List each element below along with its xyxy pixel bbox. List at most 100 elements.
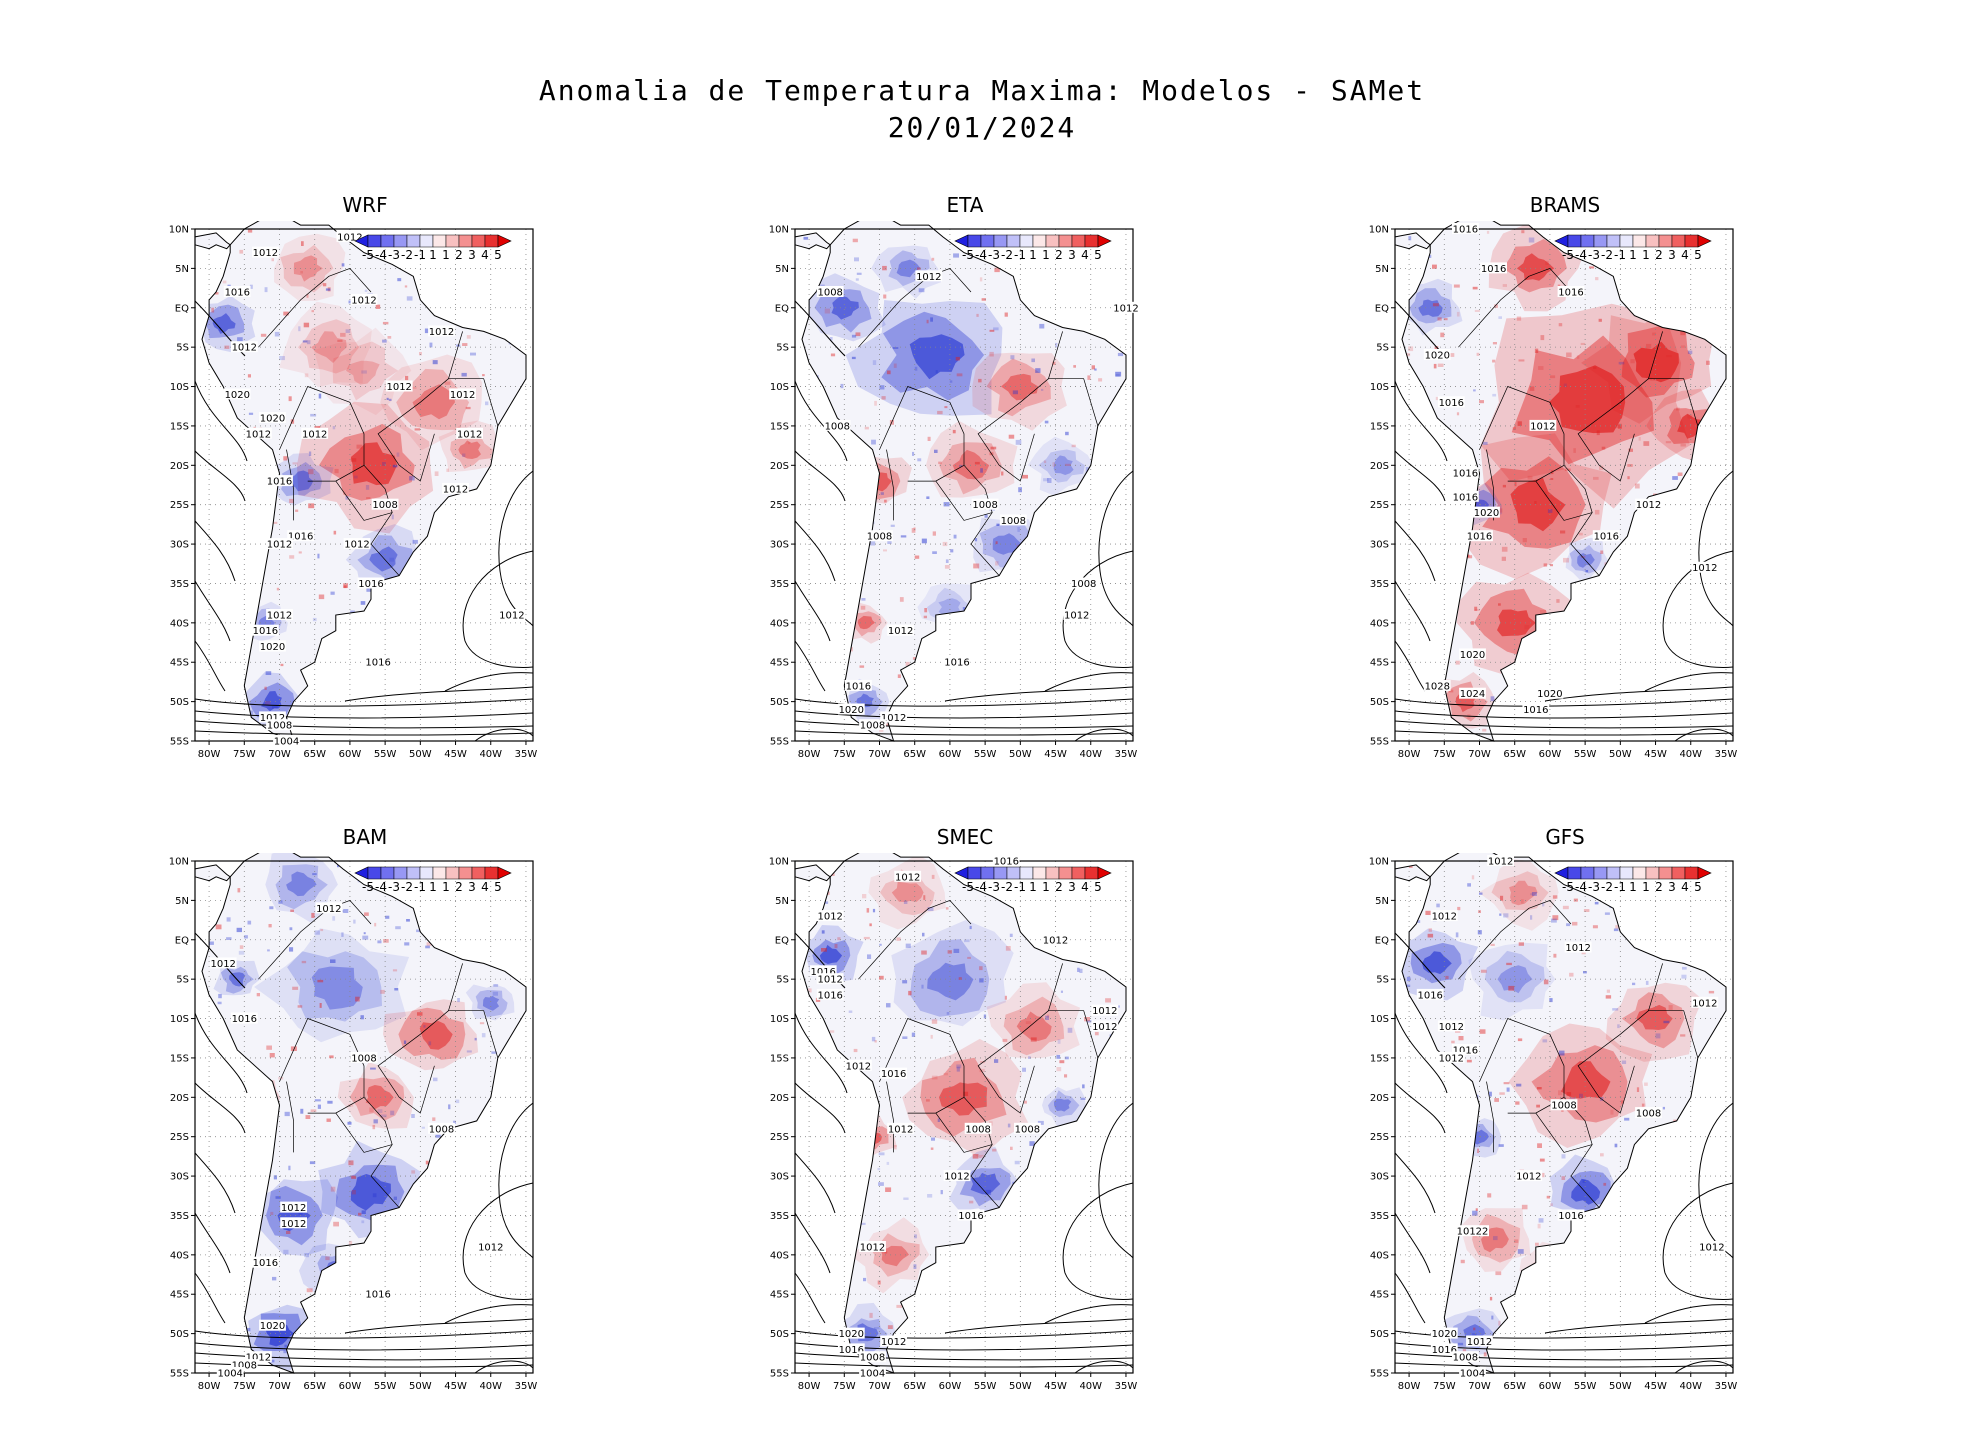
anomaly-pixel <box>279 356 285 361</box>
anomaly-pixel <box>886 1161 890 1165</box>
isobar-label-bg <box>887 1122 914 1134</box>
anomaly-pixel <box>992 1148 997 1152</box>
isobar-label: 1028 <box>1425 681 1450 692</box>
isobar-label: 1020 <box>260 1321 285 1332</box>
isobar-label-bg <box>837 1327 865 1339</box>
anomaly-pixel <box>333 1221 339 1227</box>
colorbar-label: -4 <box>375 248 387 262</box>
warm-anomaly-mid <box>850 611 882 637</box>
isobar-label-bg <box>245 1351 272 1363</box>
anomaly-pixel <box>872 908 876 913</box>
colorbar-segment <box>980 234 995 248</box>
anomaly-pixel <box>322 283 327 287</box>
anomaly-pixel <box>238 950 245 955</box>
isobar-line <box>1394 1212 1431 1274</box>
anomaly-pixel <box>821 948 827 952</box>
anomaly-pixel <box>1517 421 1522 426</box>
warm-anomaly-core <box>1633 341 1679 383</box>
colorbar-label: -4 <box>975 880 987 894</box>
isobar-line <box>794 1362 1134 1368</box>
anomaly-pixel <box>237 337 243 342</box>
anomaly-pixel <box>850 647 853 652</box>
anomaly-pixel <box>905 661 910 666</box>
isobar-label: 1012 <box>267 540 292 551</box>
isobar-line <box>1394 730 1734 736</box>
isobar-line <box>1394 1362 1734 1368</box>
political-border <box>1535 480 1593 521</box>
anomaly-pixel <box>1437 317 1442 321</box>
isobar-label-bg <box>1452 1351 1479 1363</box>
lat-tick-label: 25S <box>170 1132 189 1143</box>
anomaly-pixel <box>389 557 395 562</box>
colorbar-label: 3 <box>468 248 476 262</box>
anomaly-pixel <box>1621 1060 1627 1064</box>
anomaly-pixel <box>273 1175 277 1180</box>
isobar-label: 1008 <box>429 1124 454 1135</box>
isobar-label: 1012 <box>386 382 411 393</box>
anomaly-pixel <box>1479 400 1484 404</box>
isobar-line <box>794 720 1134 729</box>
political-border <box>1458 899 1572 980</box>
anomaly-pixel <box>1575 405 1580 408</box>
colorbar: -5 -4 -3 -2 -1 1 1 2 3 4 5 <box>1554 866 1712 894</box>
anomaly-pixel <box>1595 277 1599 281</box>
isobar-line <box>794 730 1134 736</box>
anomaly-pixel <box>926 319 929 324</box>
colorbar-label: 1 <box>442 248 450 262</box>
coastline <box>1401 221 1727 742</box>
anomaly-pixel <box>1600 1153 1604 1157</box>
isobar-label: 1012 <box>1692 998 1717 1009</box>
anomaly-pixel <box>1613 928 1619 932</box>
colorbar-segment <box>1684 866 1699 880</box>
anomaly-pixel <box>330 959 336 963</box>
lon-tick-label: 65W <box>303 749 326 760</box>
isobar-line <box>794 1152 836 1214</box>
isobar-line <box>794 1212 831 1274</box>
colorbar-segment <box>967 866 982 880</box>
anomaly-pixel <box>1528 237 1535 243</box>
colorbar-label: 5 <box>1094 880 1102 894</box>
isobars <box>194 300 534 742</box>
isobar-label-bg <box>1416 988 1444 1000</box>
isobar-label: 1008 <box>1015 1124 1040 1135</box>
isobar-line <box>1074 728 1134 742</box>
colorbar-label: -5 <box>362 880 374 894</box>
isobar-label: 1008 <box>972 500 997 511</box>
lat-tick-label: 25S <box>1370 500 1389 511</box>
anomaly-pixel <box>462 343 468 346</box>
lat-tick-label: 35S <box>770 1211 789 1222</box>
cold-anomaly-core <box>261 691 282 712</box>
anomaly-pixel <box>979 966 983 971</box>
isobar-line <box>194 1352 534 1361</box>
isobar-line <box>1662 1182 1734 1300</box>
anomaly-pixel <box>1603 1182 1607 1186</box>
map-panel-wrf: WRF 10N 5N EQ 5S 10S 15S 20S 25S 30S 35S 40S 45S 50S… <box>155 193 575 760</box>
anomaly-pixel <box>416 929 422 933</box>
isobar-label-bg <box>1557 1209 1585 1221</box>
anomaly-pixel <box>1645 980 1649 985</box>
anomaly-pixel <box>363 932 366 935</box>
anomaly-pixel <box>1445 975 1449 980</box>
anomaly-pixel <box>979 1068 985 1073</box>
isobar-label-bg <box>287 530 314 542</box>
colorbar-segment <box>406 866 421 880</box>
anomaly-pixel <box>462 453 466 457</box>
anomaly-pixel <box>1065 431 1069 436</box>
anomaly-pixel <box>317 1104 321 1109</box>
isobar-label-bg <box>259 1319 286 1331</box>
isobar-label: 10122 <box>1457 1227 1489 1238</box>
lat-tick-label: EQ <box>175 303 189 314</box>
anomaly-pixel <box>1479 892 1483 895</box>
isobar-line <box>444 1304 534 1324</box>
anomaly-pixel <box>867 954 872 959</box>
anomaly-pixel <box>310 413 317 417</box>
anomaly-pixel <box>301 960 307 964</box>
colorbar-label: 5 <box>1694 880 1702 894</box>
colorbar-label: -5 <box>1562 248 1574 262</box>
colorbar-segment <box>967 234 982 248</box>
anomaly-pixel <box>1010 1146 1013 1150</box>
anomaly-pixel <box>1456 311 1460 317</box>
anomaly-pixel <box>306 1288 313 1293</box>
colorbar-segment <box>1671 234 1686 248</box>
anomaly-pixel <box>1094 368 1097 371</box>
